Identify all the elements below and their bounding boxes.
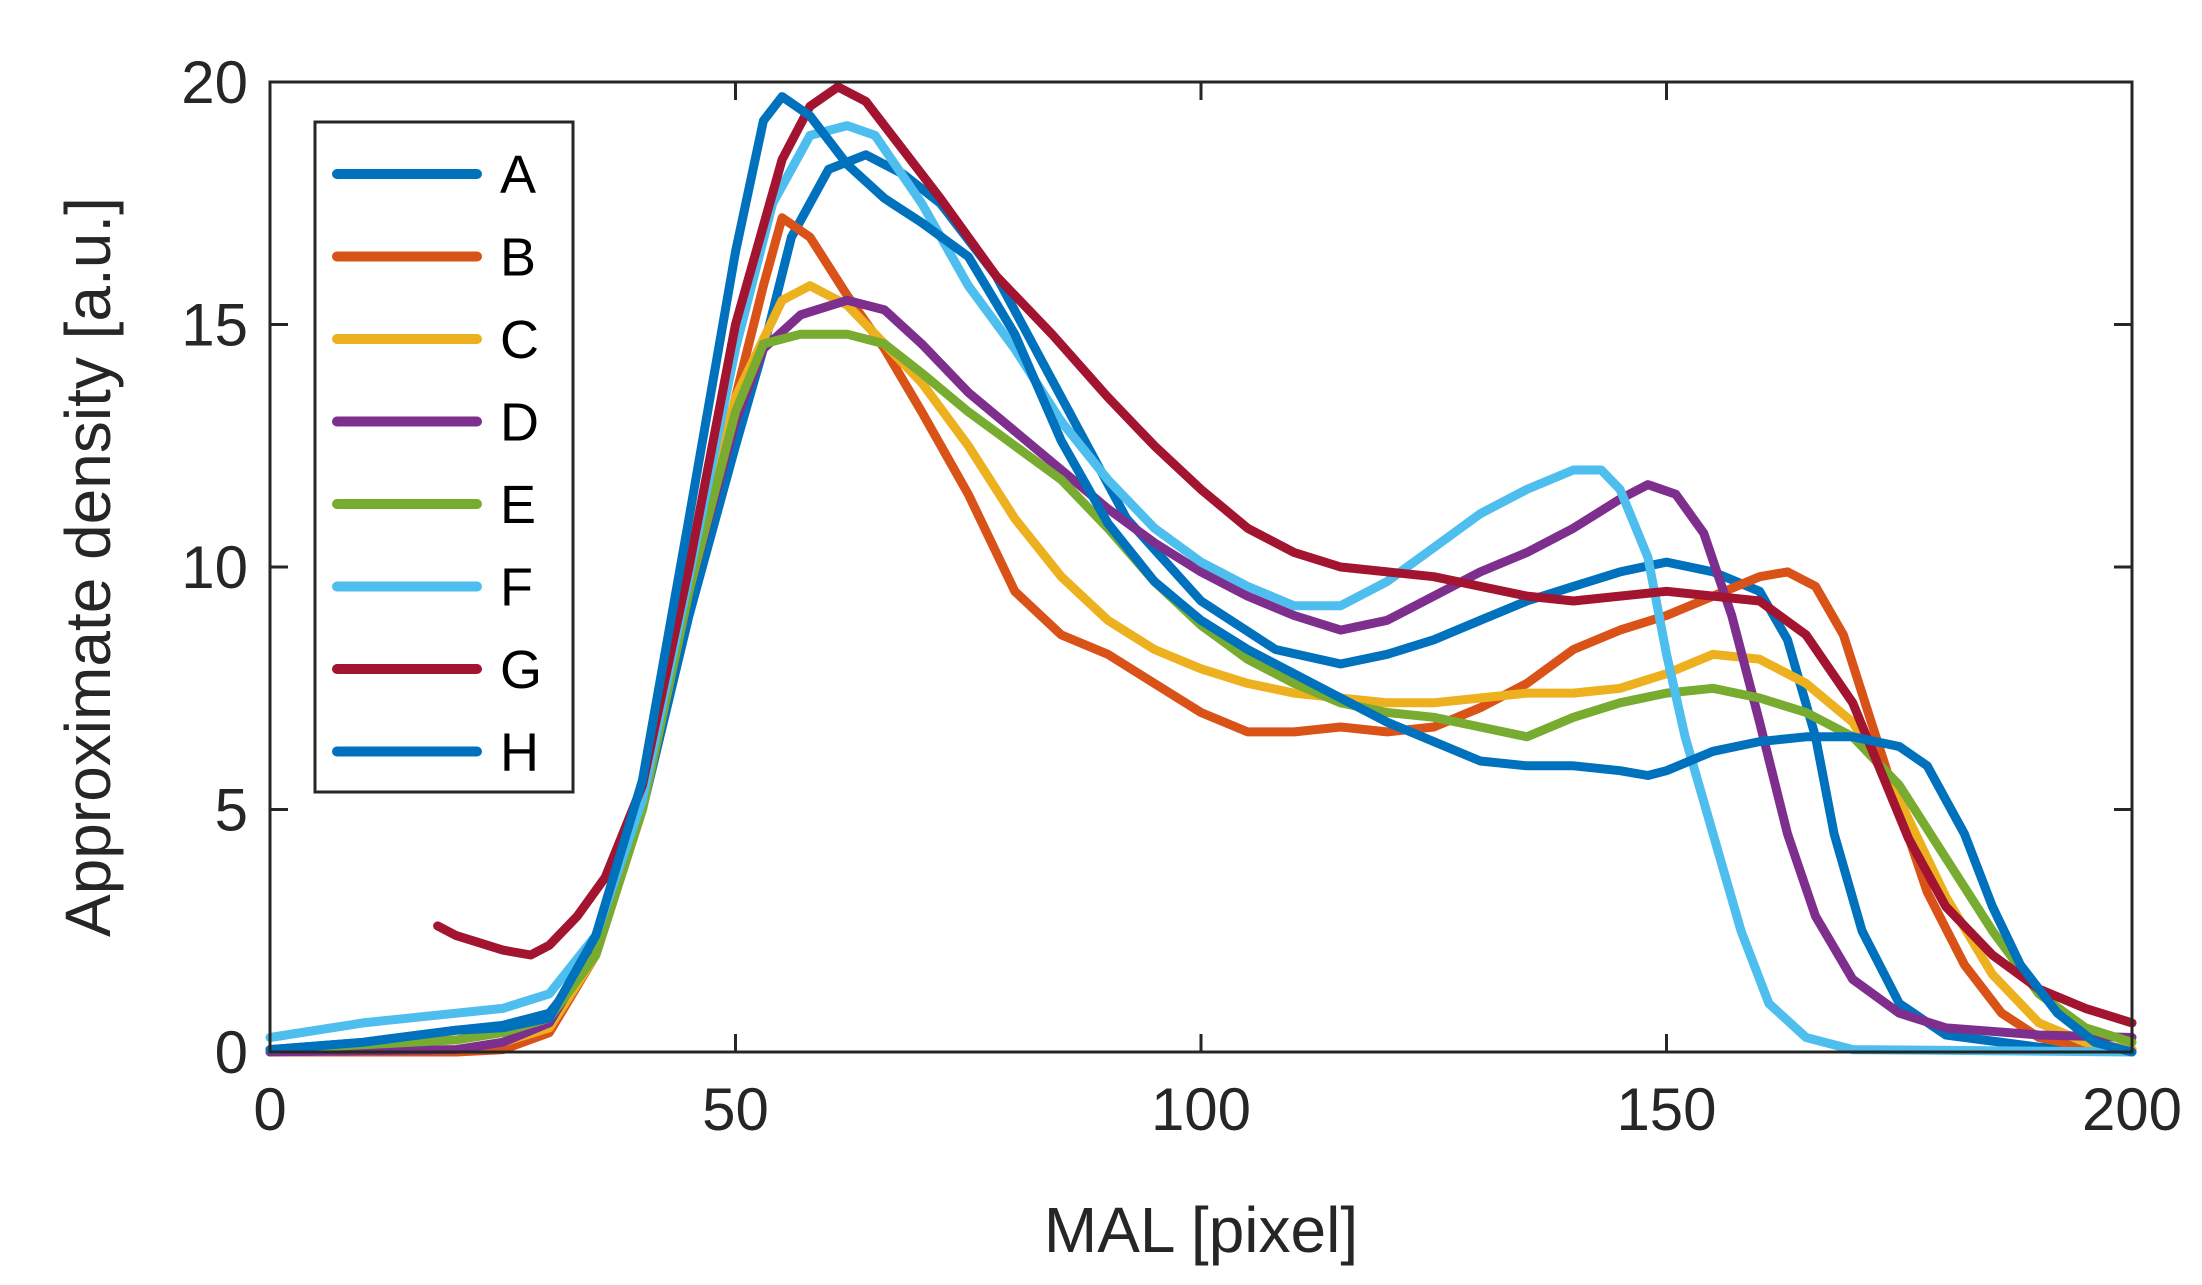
y-tick-label: 10 [181, 534, 248, 601]
x-tick-label: 150 [1616, 1076, 1716, 1143]
legend-label-C: C [500, 310, 539, 370]
y-tick-label: 0 [215, 1019, 248, 1086]
series-layer [265, 82, 2137, 1057]
legend-box [313, 120, 575, 794]
y-tick-label: 15 [181, 292, 248, 359]
x-axis-title: MAL [pixel] [1044, 1194, 1358, 1266]
legend-label-H: H [500, 723, 539, 783]
legend-label-F: F [500, 558, 533, 618]
x-tick-label: 200 [2082, 1076, 2182, 1143]
x-tick-label: 50 [702, 1076, 769, 1143]
series-line-E [265, 329, 2137, 1055]
series-line-H [265, 92, 2137, 1057]
legend-label-D: D [500, 393, 539, 453]
legend-label-B: B [500, 228, 536, 288]
y-tick-label: 20 [181, 49, 248, 116]
x-tick-label: 100 [1151, 1076, 1251, 1143]
y-axis-title: Approximate density [a.u.] [52, 197, 124, 937]
legend-label-A: A [500, 145, 536, 205]
x-tick-label: 0 [253, 1076, 286, 1143]
legend-label-G: G [500, 640, 542, 700]
y-tick-label: 5 [215, 777, 248, 844]
ticks-layer: 0 50 100 150 200 0 5 10 15 20 [181, 49, 2182, 1143]
legend-label-E: E [500, 475, 536, 535]
series-line-G [433, 82, 2137, 1028]
